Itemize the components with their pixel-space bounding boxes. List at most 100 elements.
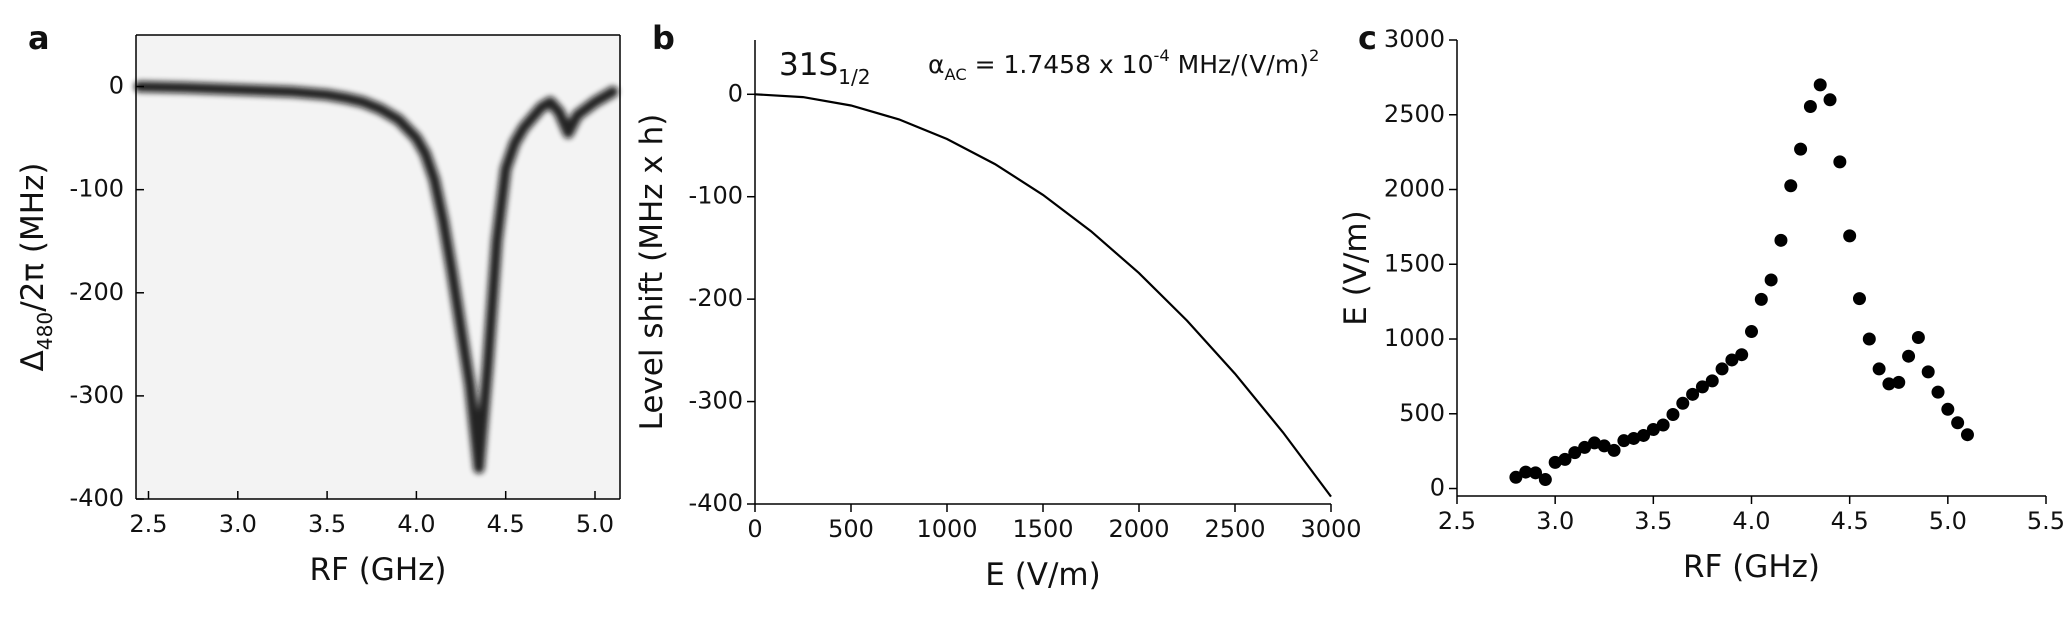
line [754,93,1332,498]
y-tick-label: 3000 [1384,25,1445,53]
x-axis-label: RF (GHz) [309,552,446,588]
y-tick-label: -300 [689,387,743,415]
point [1823,93,1837,107]
point [1872,362,1886,376]
text-part: 1/2 [838,65,870,89]
text-part: 2 [1309,46,1319,65]
point [1597,439,1611,453]
point [1745,325,1758,339]
y-tick-label: -300 [70,381,124,409]
y-tick-label: -400 [70,484,124,512]
y-tick-label: -400 [689,489,743,517]
point [1725,353,1739,367]
y-tick-label: 1500 [1384,249,1445,277]
x-tick-label: 3.0 [1536,507,1574,535]
text-part: -4 [1154,46,1170,65]
y-tick-label: 2500 [1384,100,1445,128]
y-tick-label: 1000 [1384,324,1445,352]
point [1568,446,1582,460]
text-part: 480 [33,312,57,350]
point [1627,431,1641,445]
point [1960,428,1974,442]
text-part: = 1.7458 x 10 [967,50,1154,79]
point [1587,436,1601,450]
x-tick-label: 4.0 [397,510,435,538]
point [1774,233,1788,247]
point [1754,292,1768,306]
text-part: E (V/m) [1338,210,1374,325]
point [1578,440,1592,454]
x-axis-label: E (V/m) [985,557,1100,593]
point [1646,422,1660,436]
x-tick-label: 3.5 [308,510,346,538]
y-tick-label: -100 [70,175,124,203]
x-tick-label: 5.5 [2027,507,2065,535]
point [1951,416,1965,430]
annotation: 31S1/2 [779,47,871,89]
text-part: MHz/(V/m) [1170,50,1309,79]
x-tick-label: 2.5 [129,510,167,538]
point [1715,362,1729,376]
text-part: Δ [15,350,51,371]
point [1656,418,1670,432]
point [1813,78,1827,92]
y-tick-label: 0 [728,79,743,107]
point [1852,292,1866,306]
annotation: αAC = 1.7458 x 10-4 MHz/(V/m)2 [928,46,1319,84]
point [1843,229,1857,243]
x-tick-label: 2.5 [1438,507,1476,535]
y-axis-label: Δ480/2π (MHz) [15,163,57,372]
text-part: AC [944,65,966,84]
point [1862,332,1876,346]
y-axis-label: Level shift (MHz x h) [634,114,670,431]
point [1764,273,1778,287]
point [1882,377,1896,391]
y-tick-label: 500 [1399,399,1445,427]
point [1735,348,1749,362]
point [1529,466,1543,480]
x-tick-label: 4.5 [1831,507,1869,535]
x-tick-label: 0 [747,515,762,543]
text-part: Level shift (MHz x h) [634,114,670,431]
point [1695,380,1709,394]
point [1931,385,1945,399]
point [1941,402,1955,416]
x-axis-label: RF (GHz) [1683,549,1820,585]
point [1794,142,1808,156]
point [1558,452,1572,466]
y-tick-label: -200 [70,278,124,306]
x-tick-label: 5.0 [1929,507,1967,535]
y-tick-label: -200 [689,284,743,312]
x-tick-label: 1500 [1012,515,1073,543]
x-tick-label: 3000 [1300,515,1361,543]
point [1902,349,1916,363]
point [1911,331,1925,345]
x-tick-label: 5.0 [576,510,614,538]
y-tick-label: 0 [1430,474,1445,502]
panel-letter: a [28,19,50,57]
point [1676,396,1690,410]
point [1538,473,1552,487]
text-part: E (V/m) [985,557,1100,593]
point [1921,365,1935,379]
point [1686,387,1700,401]
text-part: RF (GHz) [309,552,446,588]
point [1637,428,1651,442]
panel-letter: b [652,19,675,57]
resonance-trace [134,81,619,474]
x-tick-label: 3.0 [219,510,257,538]
panel-letter: c [1358,19,1377,57]
y-tick-label: 0 [109,72,124,100]
x-tick-label: 4.0 [1732,507,1770,535]
point [1833,155,1847,169]
point [1607,443,1621,457]
point [1784,179,1798,193]
point [1617,434,1631,448]
point [1892,375,1906,389]
y-axis-label: E (V/m) [1338,210,1374,325]
x-tick-label: 2500 [1204,515,1265,543]
x-tick-label: 4.5 [487,510,525,538]
x-tick-label: 500 [828,515,874,543]
text-part: /2π (MHz) [15,163,51,312]
